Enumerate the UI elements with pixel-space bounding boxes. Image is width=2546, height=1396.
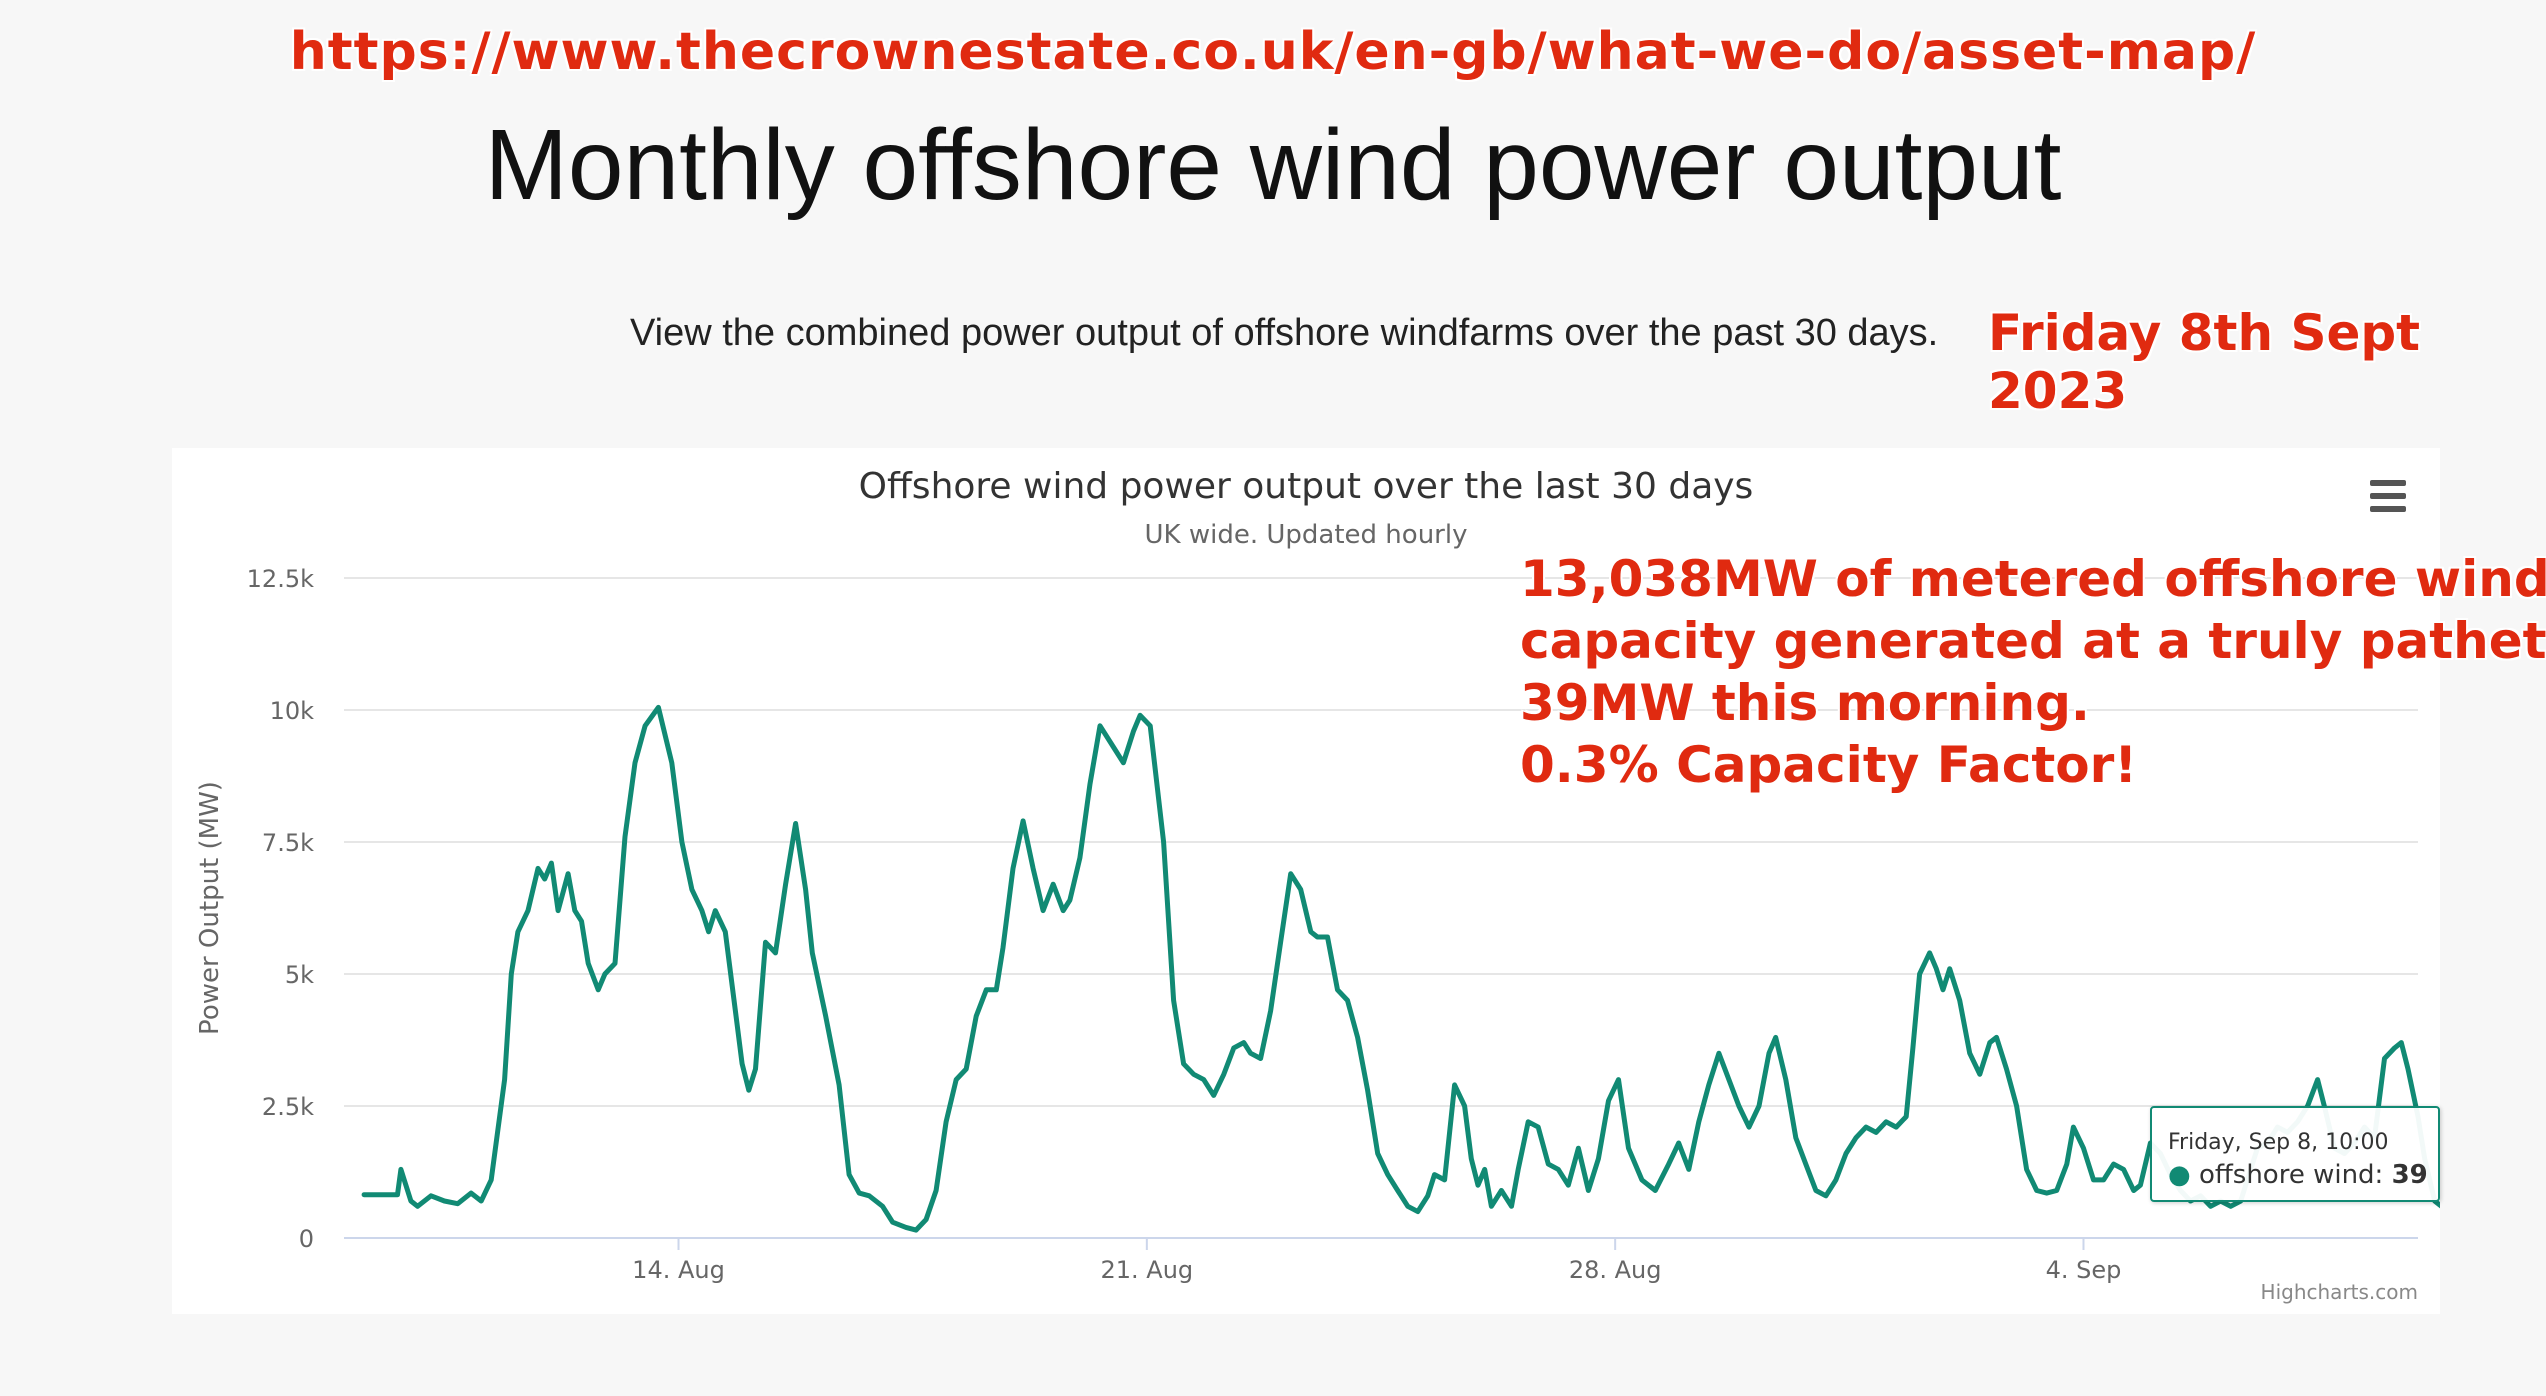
chart-menu-button[interactable] — [2368, 476, 2408, 516]
chart-svg: 0 2.5k 5k 7.5k 10k 12.5k 14. Aug 21. Aug 28. Aug… — [195, 565, 2440, 1284]
date-callout: Friday 8th Sept 2023 — [1988, 304, 2421, 420]
tooltip-row: ● offshore wind: 39 — [2168, 1160, 2428, 1190]
series-dot-icon: ● — [2168, 1160, 2191, 1190]
source-url[interactable]: https://www.thecrownestate.co.uk/en-gb/w… — [289, 22, 2257, 82]
chart-card: 0 2.5k 5k 7.5k 10k 12.5k 14. Aug 21. Aug 28. Aug… — [172, 448, 2440, 1314]
hamburger-bar-icon — [2370, 480, 2406, 486]
annotation-line: 39MW this morning. — [1520, 674, 2090, 732]
tooltip-series-label: offshore wind: — [2198, 1160, 2384, 1190]
chart-title: Offshore wind power output over the last… — [858, 466, 1754, 507]
y-tick-label: 10k — [270, 697, 315, 725]
x-tick-label: 21. Aug — [1101, 1256, 1194, 1284]
y-tick-label: 0 — [299, 1225, 314, 1253]
chart-tooltip: Friday, Sep 8, 10:00 ● offshore wind: 39 — [2150, 1106, 2440, 1202]
y-axis-label: Power Output (MW) — [195, 781, 225, 1035]
y-tick-label: 7.5k — [262, 829, 314, 857]
page-subtitle: View the combined power output of offsho… — [630, 312, 1939, 354]
y-tick-label: 12.5k — [247, 565, 314, 593]
y-tick-label: 2.5k — [262, 1093, 314, 1121]
y-tick-label: 5k — [285, 961, 314, 989]
tooltip-value: 39 — [2391, 1160, 2428, 1190]
tooltip-date: Friday, Sep 8, 10:00 — [2168, 1130, 2389, 1155]
hamburger-bar-icon — [2370, 506, 2406, 512]
annotation-line: 0.3% Capacity Factor! — [1520, 736, 2138, 794]
hamburger-bar-icon — [2370, 493, 2406, 499]
x-tick-label: 14. Aug — [632, 1256, 725, 1284]
capacity-annotation: 13,038MW of metered offshore wind capaci… — [1520, 548, 2546, 796]
page-title: Monthly offshore wind power output — [484, 109, 2062, 221]
highcharts-credit[interactable]: Highcharts.com — [2260, 1280, 2418, 1304]
x-tick-label: 28. Aug — [1569, 1256, 1662, 1284]
chart-subtitle: UK wide. Updated hourly — [1144, 520, 1468, 550]
annotation-line: capacity generated at a truly pathetic — [1520, 612, 2546, 670]
x-tick-label: 4. Sep — [2046, 1256, 2122, 1284]
annotation-line: 13,038MW of metered offshore wind — [1520, 550, 2546, 608]
